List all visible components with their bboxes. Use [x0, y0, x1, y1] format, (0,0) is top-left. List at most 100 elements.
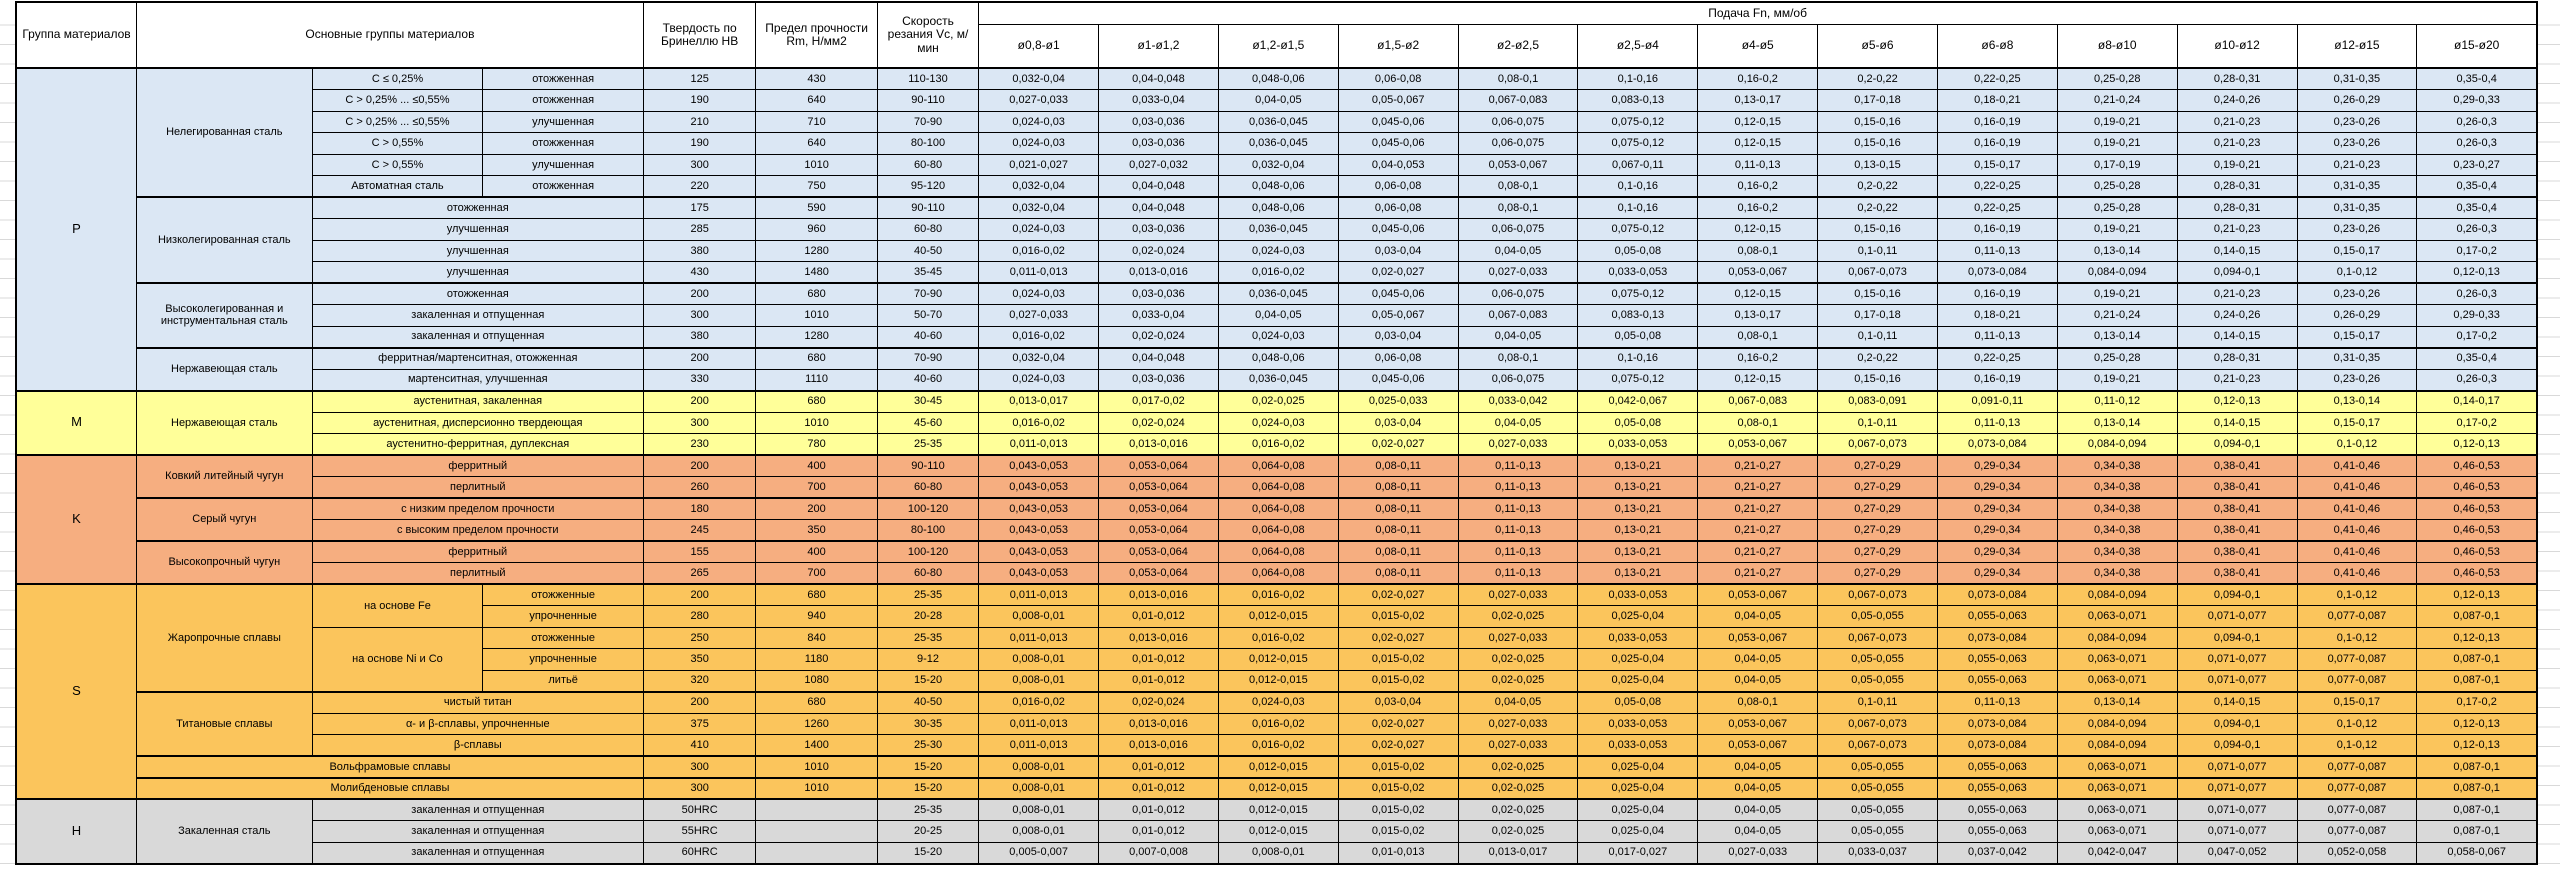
table-cell[interactable]: Жаропрочные сплавы [135, 583, 313, 692]
table-cell[interactable]: 0,067-0,073 [1817, 734, 1938, 757]
table-cell[interactable]: 0,16-0,19 [1936, 282, 2058, 305]
table-cell[interactable]: 0,027-0,033 [1457, 734, 1579, 757]
table-cell[interactable]: 0,063-0,071 [2056, 648, 2178, 671]
table-cell[interactable]: 590 [755, 196, 878, 219]
table-cell[interactable]: 0,053-0,064 [1098, 562, 1219, 585]
table-cell[interactable]: 0,17-0,2 [2416, 690, 2538, 714]
table-cell[interactable]: 1180 [755, 648, 878, 671]
table-cell[interactable]: 0,008-0,01 [978, 820, 1100, 843]
table-cell[interactable]: отожженная [482, 89, 644, 112]
table-cell[interactable]: 0,025-0,04 [1577, 755, 1699, 778]
table-cell[interactable]: 0,46-0,53 [2416, 562, 2538, 585]
table-cell[interactable]: 0,011-0,013 [978, 583, 1100, 606]
table-cell[interactable]: упрочненные [482, 605, 644, 628]
table-cell[interactable]: 0,29-0,34 [1936, 497, 2058, 520]
table-cell[interactable]: Нержавеющая сталь [135, 346, 313, 391]
table-cell[interactable]: 0,1-0,16 [1577, 346, 1699, 370]
table-cell[interactable]: 0,1-0,12 [2296, 583, 2418, 606]
table-cell[interactable]: 0,21-0,27 [1697, 540, 1819, 563]
table-cell[interactable]: 0,013-0,016 [1098, 261, 1219, 284]
table-cell[interactable]: 0,02-0,025 [1457, 648, 1579, 671]
table-cell[interactable]: 0,087-0,1 [2416, 755, 2538, 778]
table-cell[interactable]: отожженные [482, 583, 644, 606]
table-cell[interactable]: 0,26-0,3 [2416, 218, 2538, 241]
table-cell[interactable]: 680 [755, 389, 878, 413]
table-cell[interactable]: 400 [755, 454, 878, 477]
feed-diameter-header[interactable]: ø10-ø12 [2176, 23, 2298, 69]
table-cell[interactable]: 0,41-0,46 [2296, 519, 2418, 542]
table-cell[interactable]: 0,075-0,12 [1577, 368, 1699, 391]
table-cell[interactable]: 0,25-0,28 [2056, 175, 2178, 198]
table-cell[interactable]: 0,26-0,29 [2296, 89, 2418, 112]
table-cell[interactable]: 0,011-0,013 [978, 734, 1100, 757]
table-cell[interactable]: 1080 [755, 669, 878, 692]
table-cell[interactable]: 0,35-0,4 [2416, 67, 2538, 90]
table-cell[interactable]: 0,063-0,071 [2056, 755, 2178, 778]
table-cell[interactable]: 0,045-0,06 [1337, 110, 1459, 133]
table-cell[interactable]: 280 [642, 605, 757, 628]
table-cell[interactable]: 0,053-0,067 [1697, 626, 1819, 649]
table-cell[interactable]: 430 [755, 67, 878, 90]
table-cell[interactable]: 0,027-0,033 [1697, 841, 1819, 864]
table-cell[interactable]: 0,033-0,053 [1577, 734, 1699, 757]
table-cell[interactable]: 0,04-0,05 [1457, 325, 1579, 348]
table-cell[interactable]: 0,19-0,21 [2056, 218, 2178, 241]
table-cell[interactable]: 0,024-0,03 [978, 132, 1100, 155]
table-cell[interactable]: 0,033-0,053 [1577, 261, 1699, 284]
table-cell[interactable]: 0,12-0,15 [1697, 132, 1819, 155]
table-cell[interactable]: 0,043-0,053 [978, 476, 1100, 499]
table-cell[interactable]: 0,11-0,13 [1697, 153, 1819, 176]
table-cell[interactable]: 0,025-0,04 [1577, 820, 1699, 843]
table-cell[interactable]: 0,053-0,064 [1098, 454, 1219, 477]
table-cell[interactable]: 0,05-0,08 [1577, 239, 1699, 262]
table-cell[interactable]: 1280 [755, 325, 878, 348]
table-cell[interactable]: 0,29-0,33 [2416, 89, 2538, 112]
table-cell[interactable]: 0,012-0,015 [1217, 605, 1339, 628]
table-cell[interactable]: 0,35-0,4 [2416, 196, 2538, 219]
table-cell[interactable]: 0,094-0,1 [2176, 734, 2298, 757]
table-cell[interactable]: 0,087-0,1 [2416, 605, 2538, 628]
table-cell[interactable]: 0,08-0,11 [1337, 519, 1459, 542]
table-cell[interactable]: 0,13-0,17 [1697, 304, 1819, 327]
table-cell[interactable]: 0,27-0,29 [1817, 476, 1938, 499]
table-cell[interactable]: 0,013-0,016 [1098, 626, 1219, 649]
table-cell[interactable]: 0,22-0,25 [1936, 67, 2058, 90]
table-cell[interactable]: 0,015-0,02 [1337, 776, 1459, 800]
table-cell[interactable]: 940 [755, 605, 878, 628]
table-cell[interactable]: 0,14-0,15 [2176, 325, 2298, 348]
table-cell[interactable]: 175 [642, 196, 757, 219]
table-cell[interactable]: 0,02-0,024 [1098, 411, 1219, 434]
table-cell[interactable]: 1260 [755, 712, 878, 735]
table-cell[interactable]: 0,28-0,31 [2176, 196, 2298, 219]
table-cell[interactable]: 0,38-0,41 [2176, 519, 2298, 542]
table-cell[interactable]: 350 [642, 648, 757, 671]
table-cell[interactable]: 0,063-0,071 [2056, 669, 2178, 692]
table-cell[interactable]: 0,084-0,094 [2056, 433, 2178, 456]
table-cell[interactable]: 0,067-0,073 [1817, 583, 1938, 606]
table-cell[interactable]: 0,11-0,13 [1936, 239, 2058, 262]
table-cell[interactable]: 0,28-0,31 [2176, 175, 2298, 198]
table-cell[interactable]: 0,025-0,04 [1577, 648, 1699, 671]
table-cell[interactable]: 0,055-0,063 [1936, 798, 2058, 821]
table-cell[interactable]: 190 [642, 89, 757, 112]
table-cell[interactable]: закаленная и отпущенная [311, 820, 644, 843]
table-cell[interactable]: 0,17-0,2 [2416, 239, 2538, 262]
table-cell[interactable]: 230 [642, 433, 757, 456]
table-cell[interactable]: 0,04-0,05 [1217, 89, 1339, 112]
table-cell[interactable]: 0,012-0,015 [1217, 648, 1339, 671]
table-cell[interactable]: 260 [642, 476, 757, 499]
table-cell[interactable]: 0,02-0,024 [1098, 325, 1219, 348]
table-cell[interactable]: 90-110 [876, 454, 980, 477]
table-cell[interactable]: 0,15-0,17 [2296, 325, 2418, 348]
table-cell[interactable]: 0,043-0,053 [978, 497, 1100, 520]
table-cell[interactable]: 0,067-0,083 [1457, 89, 1579, 112]
table-cell[interactable]: 0,016-0,02 [978, 325, 1100, 348]
table-cell[interactable]: 0,19-0,21 [2176, 153, 2298, 176]
table-cell[interactable]: 190 [642, 132, 757, 155]
table-cell[interactable]: 0,08-0,11 [1337, 454, 1459, 477]
table-cell[interactable]: 0,025-0,04 [1577, 669, 1699, 692]
table-cell[interactable]: 0,25-0,28 [2056, 67, 2178, 90]
table-cell[interactable]: 0,094-0,1 [2176, 712, 2298, 735]
table-cell[interactable]: 0,41-0,46 [2296, 562, 2418, 585]
table-cell[interactable]: отожженная [311, 282, 644, 305]
